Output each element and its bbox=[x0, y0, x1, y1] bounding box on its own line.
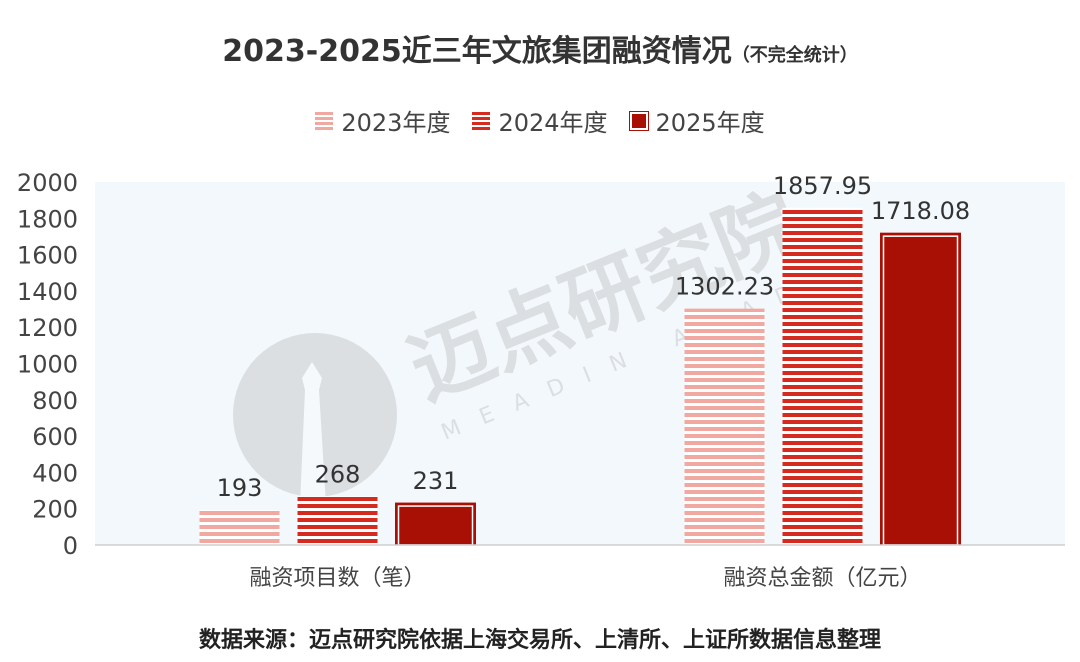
y-tick-label: 1400 bbox=[17, 278, 78, 306]
x-category-label: 融资项目数（笔） bbox=[249, 566, 425, 591]
legend-item-2023: 2023年度 bbox=[315, 103, 450, 138]
legend-swatch-2025 bbox=[628, 110, 649, 131]
x-category-label: 融资总金额（亿元） bbox=[723, 566, 921, 591]
watermark-tower-icon bbox=[300, 362, 326, 505]
data-label: 1718.08 bbox=[871, 197, 970, 225]
legend-swatch-2023 bbox=[315, 111, 334, 130]
data-label: 268 bbox=[315, 460, 361, 488]
y-tick-label: 200 bbox=[32, 496, 78, 524]
bar-2023年度-0 bbox=[199, 509, 280, 545]
legend-swatch-2024 bbox=[472, 111, 491, 130]
y-tick-label: 0 bbox=[63, 532, 78, 560]
legend-label-2024: 2024年度 bbox=[498, 109, 608, 137]
source-note: 数据来源：迈点研究院依据上海交易所、上清所、上证所数据信息整理 bbox=[198, 628, 881, 653]
chart-title-text: 2023-2025近三年文旅集团融资情况 bbox=[222, 34, 732, 69]
bar-2024年度-1 bbox=[782, 207, 863, 545]
legend-item-2024: 2024年度 bbox=[472, 103, 608, 138]
watermark-logo-circle bbox=[233, 333, 397, 497]
chart-legend: 2023年度 2024年度 2025年度 bbox=[0, 103, 1080, 138]
data-label: 1857.95 bbox=[773, 172, 872, 200]
bar-2025年度-1 bbox=[880, 232, 961, 546]
y-tick-label: 1000 bbox=[17, 351, 78, 379]
legend-label-2023: 2023年度 bbox=[341, 109, 451, 137]
y-tick-label: 1200 bbox=[17, 314, 78, 342]
y-tick-label: 1800 bbox=[17, 205, 78, 233]
y-axis: 0 200 400 600 800 1000 1200 1400 1600 1800 2000 bbox=[17, 169, 78, 560]
data-label: 231 bbox=[413, 467, 459, 495]
legend-item-2025: 2025年度 bbox=[628, 103, 765, 138]
y-tick-label: 600 bbox=[32, 423, 78, 451]
data-label: 193 bbox=[217, 474, 263, 502]
y-tick-label: 2000 bbox=[17, 169, 78, 197]
bar-2023年度-1 bbox=[684, 308, 765, 545]
bar-2025年度-0 bbox=[395, 502, 476, 546]
bar-2024年度-0 bbox=[297, 496, 378, 545]
data-label: 1302.23 bbox=[675, 273, 774, 301]
chart-title: 2023-2025近三年文旅集团融资情况（不完全统计） bbox=[0, 26, 1080, 70]
y-tick-label: 800 bbox=[32, 387, 78, 415]
bars bbox=[199, 207, 961, 546]
y-tick-label: 400 bbox=[32, 459, 78, 487]
y-tick-label: 1600 bbox=[17, 242, 78, 270]
x-axis: 融资项目数（笔） 融资总金额（亿元） bbox=[95, 544, 1065, 591]
legend-label-2025: 2025年度 bbox=[655, 109, 765, 137]
chart-subtitle: （不完全统计） bbox=[731, 45, 858, 66]
